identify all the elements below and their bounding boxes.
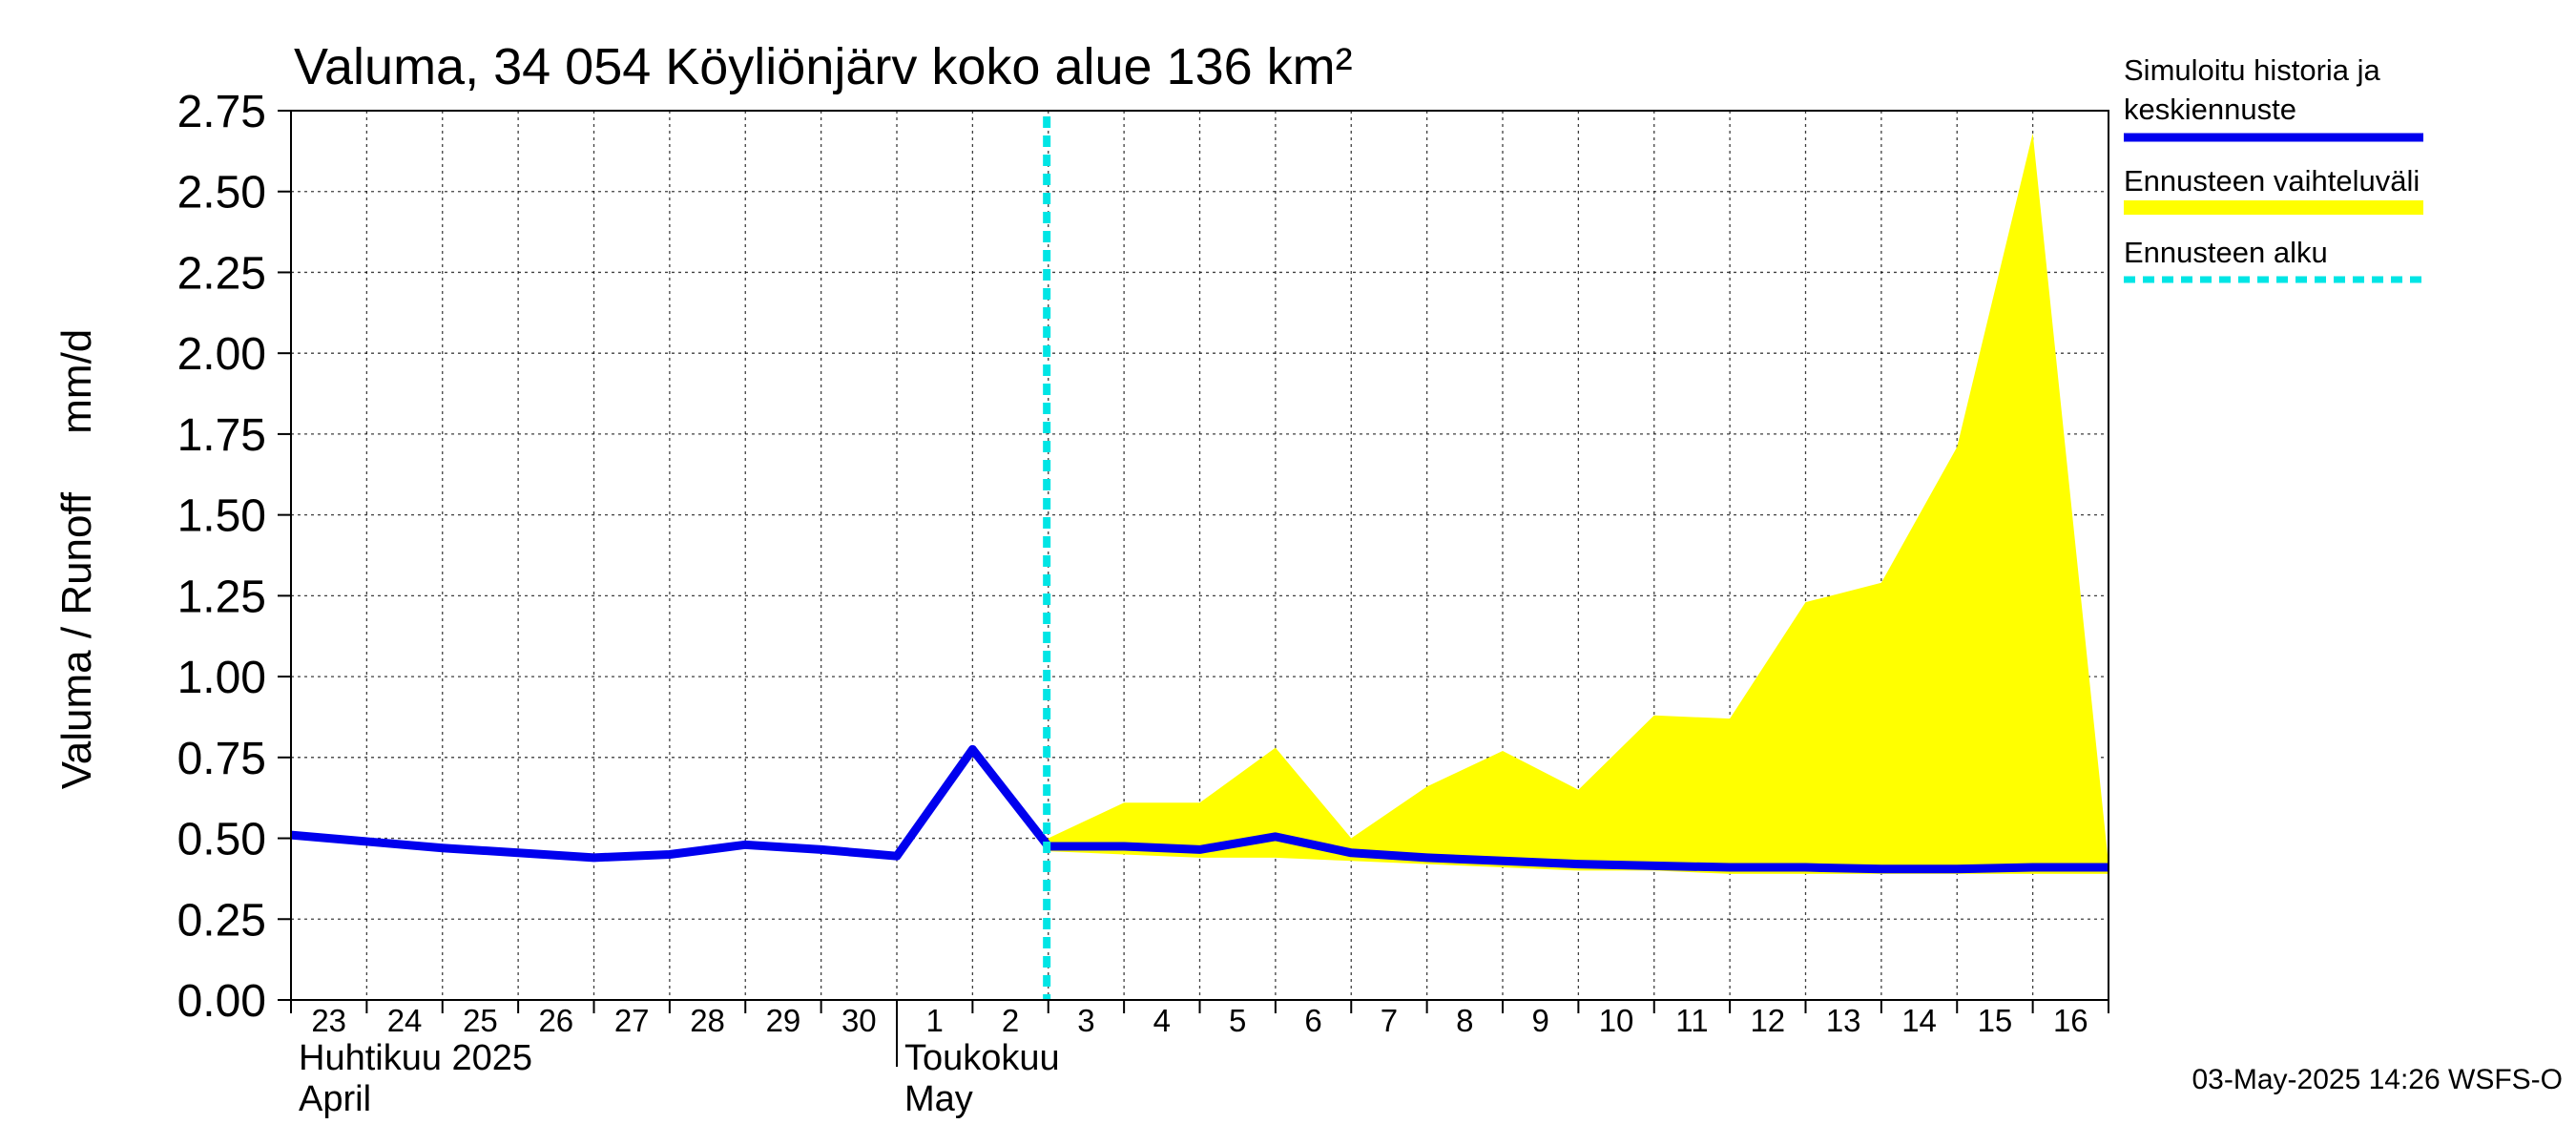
x-tick-label-10: 10 — [1599, 1003, 1634, 1038]
y-tick-label-11: 2.75 — [177, 87, 266, 137]
series-line-0 — [290, 744, 2109, 874]
y-tick-label-0: 0.00 — [177, 976, 266, 1027]
x-tick-label-25: 25 — [463, 1003, 498, 1038]
x-tick-label-12: 12 — [1750, 1003, 1785, 1038]
y-tick-label-7: 1.75 — [177, 410, 266, 461]
y-tick-label-1: 0.25 — [177, 895, 266, 946]
forecast-range-layer — [1048, 133, 2109, 874]
legend-label-simulated-1: Simuloitu historia ja — [2124, 53, 2381, 87]
legend-label-forecast-start: Ennusteen alku — [2124, 236, 2328, 269]
legend: Simuloitu historia ja keskiennuste Ennuste… — [2124, 53, 2423, 283]
y-tick-label-9: 2.25 — [177, 248, 266, 299]
y-tick-label-2: 0.50 — [177, 815, 266, 865]
month-label-fi-0: Huhtikuu 2025 — [299, 1038, 532, 1078]
x-tick-label-11: 11 — [1675, 1003, 1708, 1038]
x-tick-label-1: 1 — [926, 1003, 944, 1038]
x-tick-label-8: 8 — [1456, 1003, 1473, 1038]
x-tick-label-23: 23 — [311, 1003, 346, 1038]
x-tick-label-9: 9 — [1532, 1003, 1549, 1038]
y-tick-label-8: 2.00 — [177, 329, 266, 380]
x-tick-label-28: 28 — [690, 1003, 725, 1038]
x-tick-label-6: 6 — [1304, 1003, 1321, 1038]
x-tick-label-26: 26 — [538, 1003, 573, 1038]
y-axis: 0.00 0.25 0.50 0.75 1.00 1.25 1.50 1.75 2.00 2.25… — [177, 87, 291, 1027]
x-tick-label-5: 5 — [1229, 1003, 1246, 1038]
x-tick-label-16: 16 — [2053, 1003, 2088, 1038]
x-tick-label-27: 27 — [614, 1003, 650, 1038]
x-tick-label-3: 3 — [1077, 1003, 1094, 1038]
y-tick-label-3: 0.75 — [177, 734, 266, 784]
x-tick-label-24: 24 — [387, 1003, 423, 1038]
footer-timestamp: 03-May-2025 14:26 WSFS-O — [2192, 1064, 2564, 1095]
month-label-fi-1: Toukokuu — [904, 1038, 1060, 1078]
x-tick-label-15: 15 — [1978, 1003, 2013, 1038]
month-label-en-0: April — [299, 1079, 371, 1119]
legend-swatch-range — [2124, 200, 2423, 215]
x-tick-label-30: 30 — [841, 1003, 877, 1038]
x-tick-label-13: 13 — [1826, 1003, 1861, 1038]
x-tick-label-7: 7 — [1381, 1003, 1398, 1038]
x-tick-label-14: 14 — [1901, 1003, 1937, 1038]
month-label-en-1: May — [904, 1079, 973, 1119]
chart-title: Valuma, 34 054 Köyliönjärv koko alue 136… — [294, 38, 1353, 95]
forecast-range-band — [1048, 133, 2109, 874]
y-tick-label-5: 1.25 — [177, 572, 266, 622]
legend-label-range: Ennusteen vaihteluväli — [2124, 164, 2420, 198]
x-tick-label-2: 2 — [1002, 1003, 1019, 1038]
series-layer — [290, 744, 2109, 874]
x-tick-label-29: 29 — [766, 1003, 801, 1038]
y-tick-label-4: 1.00 — [177, 653, 266, 703]
x-tick-label-4: 4 — [1153, 1003, 1171, 1038]
y-tick-label-10: 2.50 — [177, 168, 266, 219]
y-axis-label: Valuma / Runoff mm/d — [53, 329, 100, 790]
legend-label-simulated-2: keskiennuste — [2124, 93, 2296, 126]
y-tick-label-6: 1.50 — [177, 491, 266, 542]
x-axis: 23 24 25 26 27 28 29 30 1 2 3 4 5 6 7 8 9 10 11 12 13 14 15 16H… — [290, 1000, 2109, 1119]
